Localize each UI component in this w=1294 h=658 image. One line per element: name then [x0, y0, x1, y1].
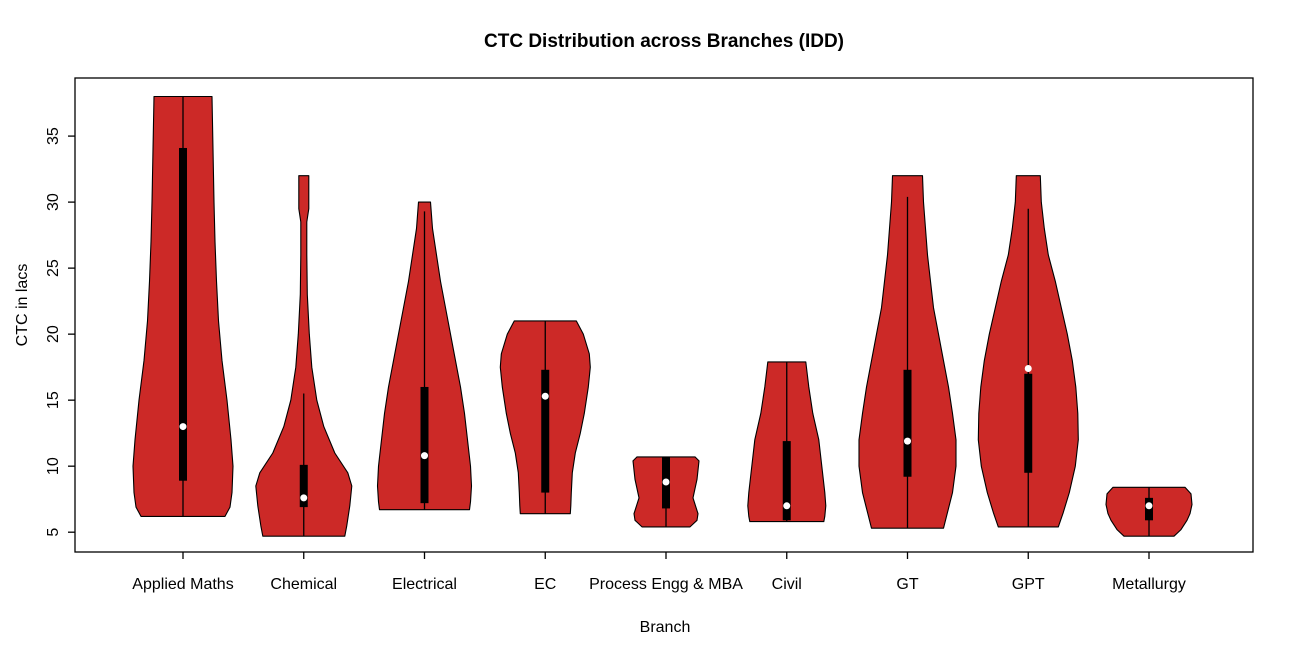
x-tick-label: Electrical [392, 576, 457, 593]
median-dot [904, 437, 911, 445]
y-tick-label: 20 [45, 325, 62, 343]
chart-title: CTC Distribution across Branches (IDD) [484, 31, 844, 52]
iqr-box [299, 464, 308, 508]
median-dot [662, 478, 670, 486]
median-dot [421, 452, 428, 460]
x-tick-label: GT [896, 576, 918, 593]
iqr-box [1024, 373, 1033, 473]
iqr-box [903, 369, 912, 477]
median-dot [1024, 364, 1032, 372]
median-dot [300, 494, 308, 502]
plot-border [74, 77, 1254, 553]
x-tick-label: Chemical [270, 576, 337, 593]
x-tick-label: Applied Maths [132, 576, 233, 593]
y-tick-label: 10 [45, 457, 62, 475]
x-tick-label: EC [534, 576, 556, 593]
violin-shape [255, 175, 353, 537]
y-tick-label: 30 [45, 193, 62, 211]
median-dot [541, 392, 549, 400]
y-tick-label: 35 [45, 127, 62, 145]
plot-area: 5 10 15 20 25 30 35 Applied Maths Chemical Electr… [45, 77, 1254, 593]
median-dot [783, 502, 791, 510]
iqr-box [541, 369, 550, 493]
iqr-box [782, 441, 791, 521]
y-tick-label: 25 [45, 259, 62, 277]
iqr-box [179, 147, 187, 481]
y-tick-label: 5 [45, 528, 62, 537]
x-tick-label: Civil [772, 576, 802, 593]
median-dot [1145, 502, 1153, 510]
x-tick-label: Process Engg & MBA [589, 576, 743, 593]
x-tick-label: GPT [1012, 576, 1045, 593]
y-tick-label: 15 [45, 391, 62, 409]
median-dot [179, 423, 187, 431]
x-tick-label: Metallurgy [1112, 576, 1186, 593]
iqr-box [420, 386, 429, 504]
x-axis-title: Branch [640, 619, 691, 636]
y-axis-title: CTC in lacs [14, 264, 31, 347]
